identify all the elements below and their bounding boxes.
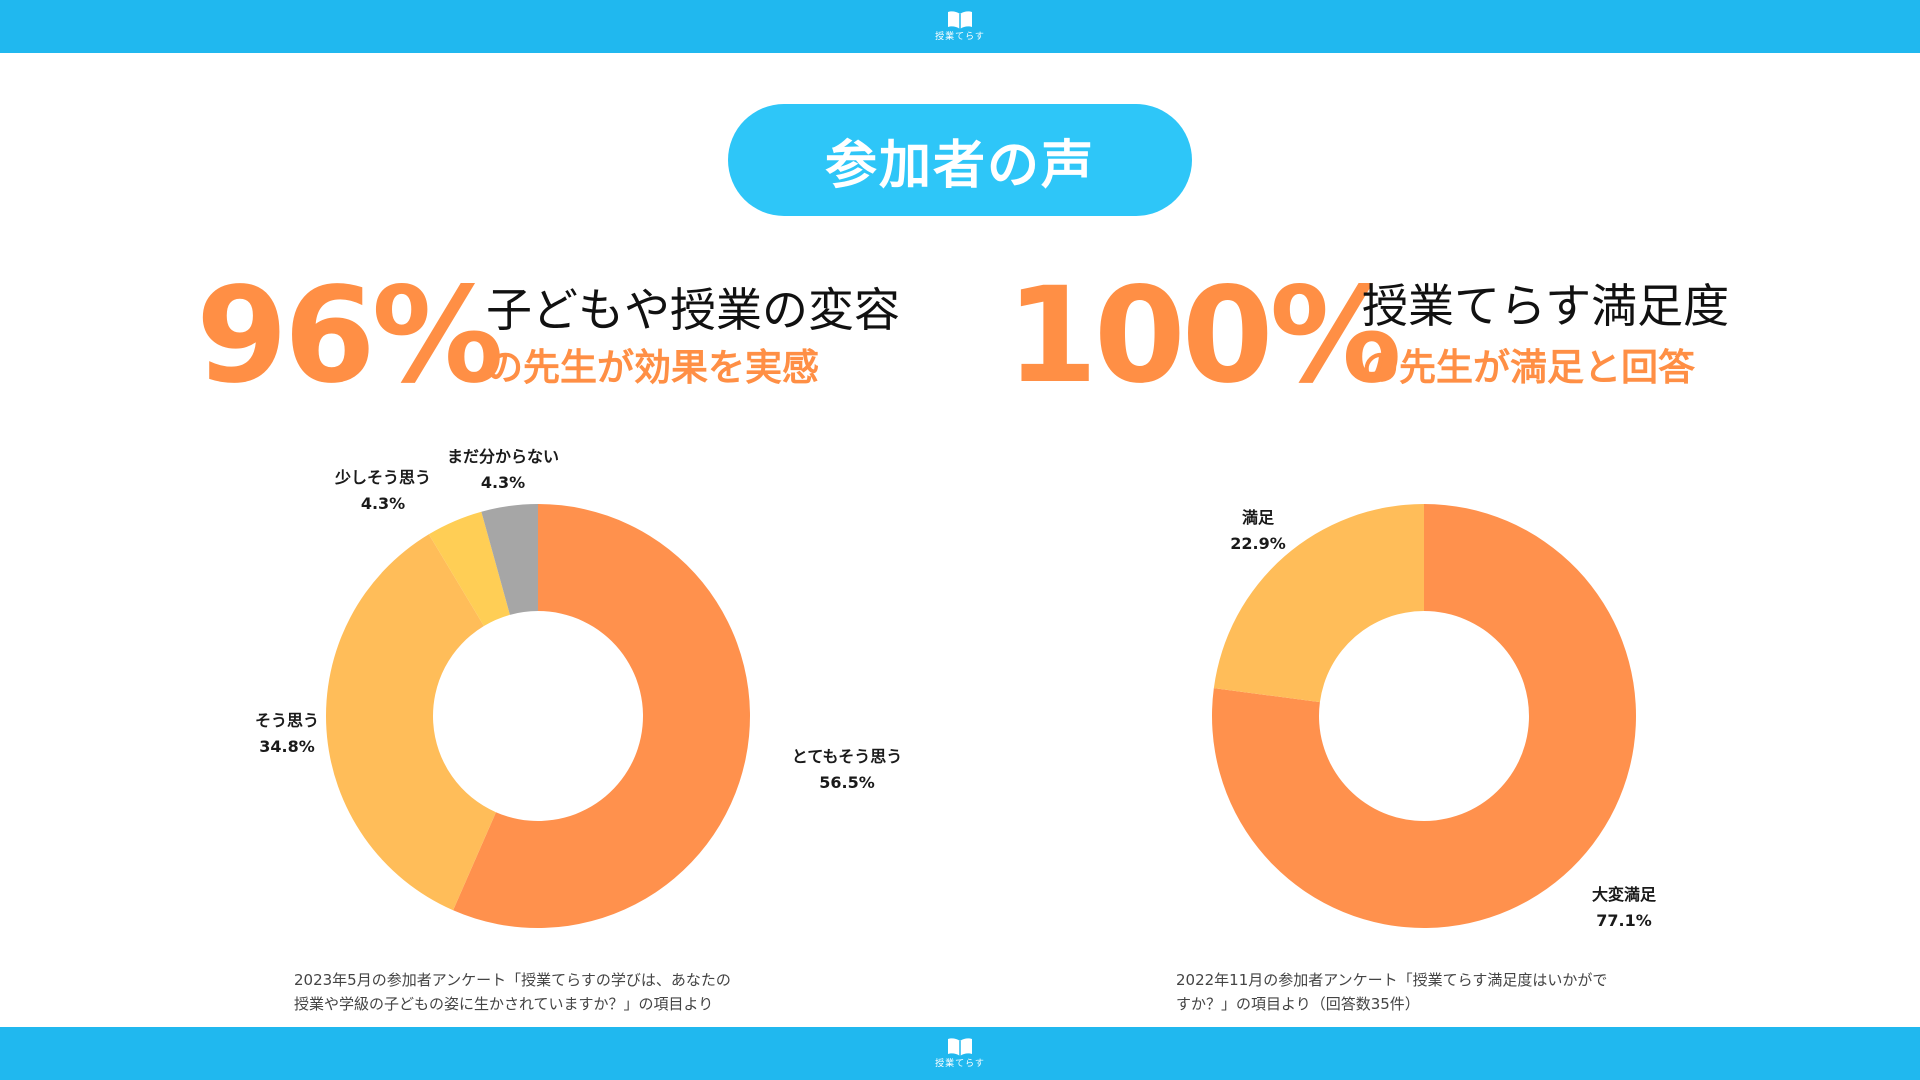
satisfaction-donut-chart: 大変満足 77.1% 満足 22.9% [1212, 504, 1657, 930]
slice-not-yet-label: まだ分からない [447, 447, 559, 466]
left-stat-line2: の先生が効果を実感 [486, 346, 819, 389]
right-survey-note-line2: すか？」の項目より（回答数35件） [1176, 995, 1420, 1013]
slice-satisfied-label: 満足 [1242, 508, 1275, 527]
effect-donut-chart: とてもそう思う 56.5% そう思う 34.8% 少しそう思う 4.3% まだ分からない 4.… [255, 447, 902, 928]
slice-very-much-label: とてもそう思う [792, 747, 902, 766]
right-stat-percent: 100% [1006, 259, 1402, 413]
right-survey-note-line1: 2022年11月の参加者アンケート「授業てらす満足度はいかがで [1176, 971, 1608, 989]
footer-bar: 授業てらす [0, 1027, 1920, 1080]
slice-agree-label: そう思う [255, 711, 319, 730]
slice-very-much [453, 504, 750, 928]
slice-satisfied-value: 22.9% [1230, 534, 1286, 553]
slice-agree-value: 34.8% [259, 737, 315, 756]
right-stat-line1: 授業てらす満足度 [1362, 279, 1730, 333]
slice-very-satisfied-value: 77.1% [1596, 911, 1652, 930]
right-survey-note: 2022年11月の参加者アンケート「授業てらす満足度はいかがで すか？」の項目よ… [1176, 968, 1607, 1016]
slice-satisfied [1213, 504, 1424, 703]
slice-very-much-value: 56.5% [819, 773, 875, 792]
page-title: 参加者の声 [728, 104, 1192, 216]
left-stat-percent: 96% [196, 259, 504, 413]
slice-very-satisfied-label: 大変満足 [1592, 885, 1657, 904]
book-icon [948, 11, 972, 29]
slice-somewhat [428, 511, 510, 626]
slice-agree [326, 534, 496, 911]
slice-not-yet-value: 4.3% [481, 473, 525, 492]
slice-not-yet [481, 504, 538, 615]
left-survey-note-line2: 授業や学級の子どもの姿に生かされていますか？」の項目より [294, 995, 714, 1013]
slice-very-satisfied [1212, 504, 1636, 928]
brand-logo-text: 授業てらす [935, 32, 985, 42]
header-bar: 授業てらす [0, 0, 1920, 53]
slice-somewhat-value: 4.3% [361, 494, 405, 513]
left-survey-note-line1: 2023年5月の参加者アンケート「授業てらすの学びは、あなたの [294, 971, 731, 989]
slice-somewhat-label: 少しそう思う [334, 468, 431, 487]
left-survey-note: 2023年5月の参加者アンケート「授業てらすの学びは、あなたの 授業や学級の子ど… [294, 968, 731, 1016]
book-icon [948, 1038, 972, 1056]
footer-logo-text: 授業てらす [935, 1059, 985, 1069]
left-stat-line1: 子どもや授業の変容 [486, 283, 900, 337]
right-stat-line2: の先生が満足と回答 [1362, 346, 1695, 389]
